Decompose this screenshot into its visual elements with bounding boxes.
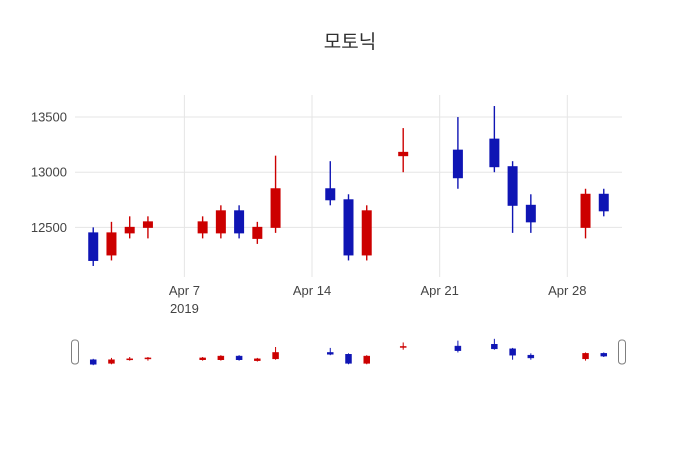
candle-body xyxy=(525,204,536,223)
candlestick xyxy=(88,227,99,266)
rangeslider-candle-body xyxy=(345,354,352,364)
chart-title: 모토닉 xyxy=(324,31,376,53)
rangeslider-candlestick xyxy=(199,357,206,361)
candlestick xyxy=(398,128,409,173)
candlestick xyxy=(215,205,226,239)
candlestick xyxy=(234,205,245,239)
candlestick xyxy=(106,221,117,261)
candle-body xyxy=(124,226,135,234)
rangeslider-candle-body xyxy=(217,355,225,360)
candlestick xyxy=(525,194,536,233)
candlestick-series xyxy=(88,106,609,266)
candle-body xyxy=(598,193,609,212)
rangeslider-candle-body xyxy=(254,358,261,361)
x-tick-label: Apr 21 xyxy=(421,283,459,298)
candlestick xyxy=(325,161,336,206)
rangeslider-candlestick xyxy=(217,355,225,361)
rangeslider-candlestick xyxy=(345,353,352,365)
candlestick xyxy=(142,216,153,239)
candle-body xyxy=(88,232,99,261)
candle-body xyxy=(234,210,245,234)
candlestick xyxy=(252,221,263,244)
candlestick xyxy=(598,188,609,217)
candle-body xyxy=(197,221,208,234)
rangeslider-candlestick xyxy=(509,347,516,360)
x-tick-label: Apr 28 xyxy=(548,283,586,298)
rangeslider-candle-body xyxy=(363,355,370,364)
rangeslider-candle-body xyxy=(399,346,407,348)
candle-body xyxy=(215,210,226,234)
y-tick-label: 12500 xyxy=(31,220,67,235)
candle-body xyxy=(452,149,463,179)
candlestick xyxy=(489,106,500,173)
candle-body xyxy=(580,193,591,228)
rangeslider-candlestick xyxy=(235,355,243,361)
axis-tick-labels: Apr 7 2019 Apr 14 Apr 21 Apr 28 12500 13000 135… xyxy=(31,110,587,316)
candle-body xyxy=(106,232,117,256)
candle-body xyxy=(398,151,409,157)
rangeslider-candle-body xyxy=(454,345,462,351)
rangeslider-candle-body xyxy=(327,352,334,355)
candlestick xyxy=(580,188,591,239)
x-tick-label: Apr 14 xyxy=(293,283,331,298)
candlestick xyxy=(452,117,463,189)
candle-body xyxy=(325,188,336,201)
rangeslider[interactable] xyxy=(71,334,626,370)
rangeslider-candle-body xyxy=(89,359,97,365)
rangeslider-candle-body xyxy=(600,353,608,357)
rangeslider-candle-body xyxy=(126,358,133,361)
rangeslider-candlestick xyxy=(399,342,407,350)
candle-body xyxy=(489,138,500,168)
x-tick-year-label: 2019 xyxy=(170,301,199,316)
rangeslider-track[interactable] xyxy=(75,334,622,370)
rangeslider-handle-right[interactable] xyxy=(618,339,626,365)
rangeslider-candlestick xyxy=(527,353,535,360)
candlestick xyxy=(124,216,135,239)
candle-body xyxy=(361,210,372,256)
rangeslider-candlestick xyxy=(89,358,97,366)
rangeslider-candle-body xyxy=(199,357,206,360)
rangeslider-candlestick xyxy=(600,352,608,357)
rangeslider-candle-body xyxy=(491,344,498,350)
rangeslider-handle-left[interactable] xyxy=(71,339,79,365)
rangeslider-candlestick xyxy=(254,357,261,362)
candlestick xyxy=(507,161,518,233)
candlestick xyxy=(270,155,281,233)
y-tick-label: 13500 xyxy=(31,110,67,125)
x-tick-label: Apr 7 xyxy=(169,283,200,298)
rangeslider-candlestick xyxy=(327,347,334,356)
rangeslider-candle-body xyxy=(108,359,115,364)
rangeslider-candlestick xyxy=(491,338,498,350)
rangeslider-candlestick xyxy=(126,357,133,361)
rangeslider-candle-body xyxy=(144,357,152,360)
y-tick-label: 13000 xyxy=(31,165,67,180)
candlestick xyxy=(197,216,208,239)
rangeslider-candle-body xyxy=(527,354,535,359)
rangeslider-candle-body xyxy=(509,348,516,356)
rangeslider-candlestick xyxy=(108,357,115,365)
rangeslider-candlestick xyxy=(454,340,462,353)
candlestick xyxy=(343,194,354,261)
rangeslider-candlestick xyxy=(582,352,589,361)
rangeslider-candle-body xyxy=(582,353,589,360)
rangeslider-candlestick xyxy=(363,355,370,365)
candle-body xyxy=(142,221,153,228)
rangeslider-candle-body xyxy=(235,355,243,360)
rangeslider-candle-body xyxy=(272,352,279,360)
rangeslider-candlestick xyxy=(144,357,152,361)
candle-body xyxy=(270,188,281,228)
candle-body xyxy=(343,199,354,256)
candle-body xyxy=(507,166,518,206)
candlestick xyxy=(361,205,372,261)
candle-body xyxy=(252,226,263,239)
rangeslider-candlestick xyxy=(272,347,279,360)
